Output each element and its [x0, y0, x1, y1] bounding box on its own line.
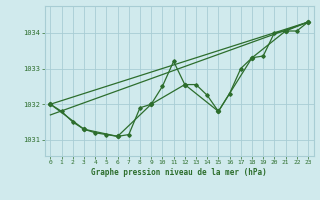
- X-axis label: Graphe pression niveau de la mer (hPa): Graphe pression niveau de la mer (hPa): [91, 168, 267, 177]
